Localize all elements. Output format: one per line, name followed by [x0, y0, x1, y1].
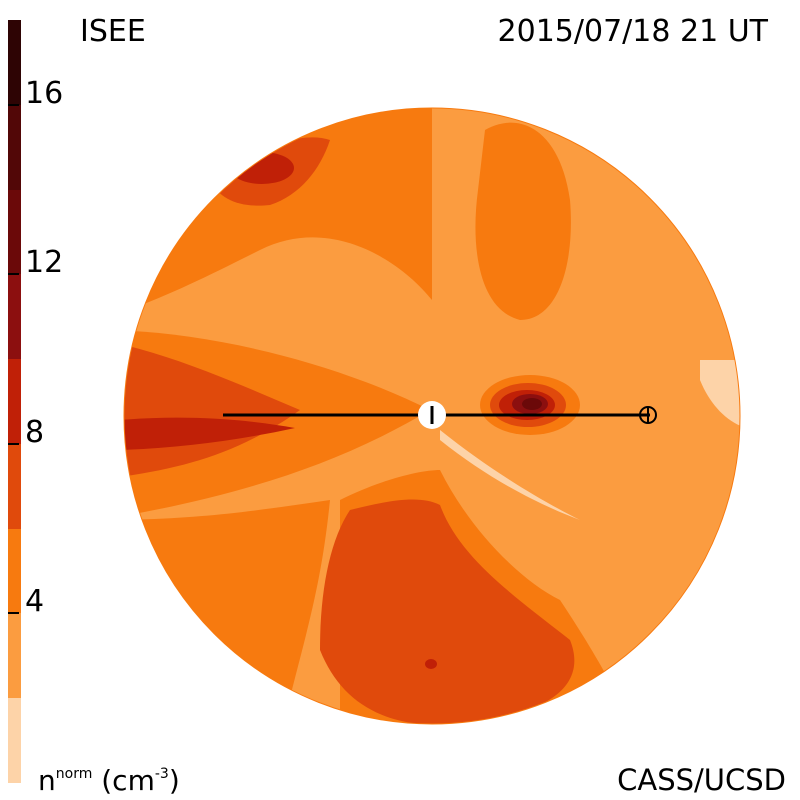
colorbar [8, 20, 21, 783]
colorbar-segment [8, 528, 21, 614]
colorbar-segment [8, 274, 21, 360]
colorbar-units-label: nnorm (cm-3) [38, 764, 180, 797]
colorbar-tick-label: 12 [25, 245, 64, 281]
contour-hot-peak [522, 398, 542, 410]
unit-open: (cm [101, 764, 155, 797]
colorbar-segment [8, 359, 21, 444]
colorbar-tick [8, 273, 19, 276]
colorbar-tick [8, 612, 19, 615]
contour-bottom-mass [320, 499, 575, 724]
colorbar-segment [8, 104, 21, 190]
quantity-symbol: n [38, 764, 56, 797]
contour-left-core [124, 417, 295, 450]
unit-exponent: -3 [154, 765, 169, 782]
contour-upper-right [475, 122, 571, 320]
contour-top-core [230, 152, 294, 184]
colorbar-segment [8, 443, 21, 529]
colorbar-tick [8, 103, 19, 106]
contour-bottom-left [124, 500, 330, 724]
colorbar-segment [8, 698, 21, 783]
colorbar-tick-label: 16 [25, 75, 64, 111]
quantity-superscript: norm [55, 765, 93, 782]
credit-label: CASS/UCSD [617, 763, 786, 797]
earth-marker [639, 406, 657, 424]
colorbar-tick-label: 4 [25, 584, 45, 620]
contour-light-right [700, 360, 740, 430]
unit-close: ) [168, 764, 180, 797]
colorbar-tick [8, 442, 19, 445]
observatory-label: ISEE [80, 14, 146, 49]
colorbar-tick-label: 8 [25, 414, 45, 450]
contour-bottom-spot [425, 659, 437, 669]
disk-outline [123, 107, 741, 725]
colorbar-segment [8, 613, 21, 699]
timestamp-label: 2015/07/18 21 UT [497, 14, 768, 49]
colorbar-segment [8, 189, 21, 275]
colorbar-segment [8, 20, 21, 105]
